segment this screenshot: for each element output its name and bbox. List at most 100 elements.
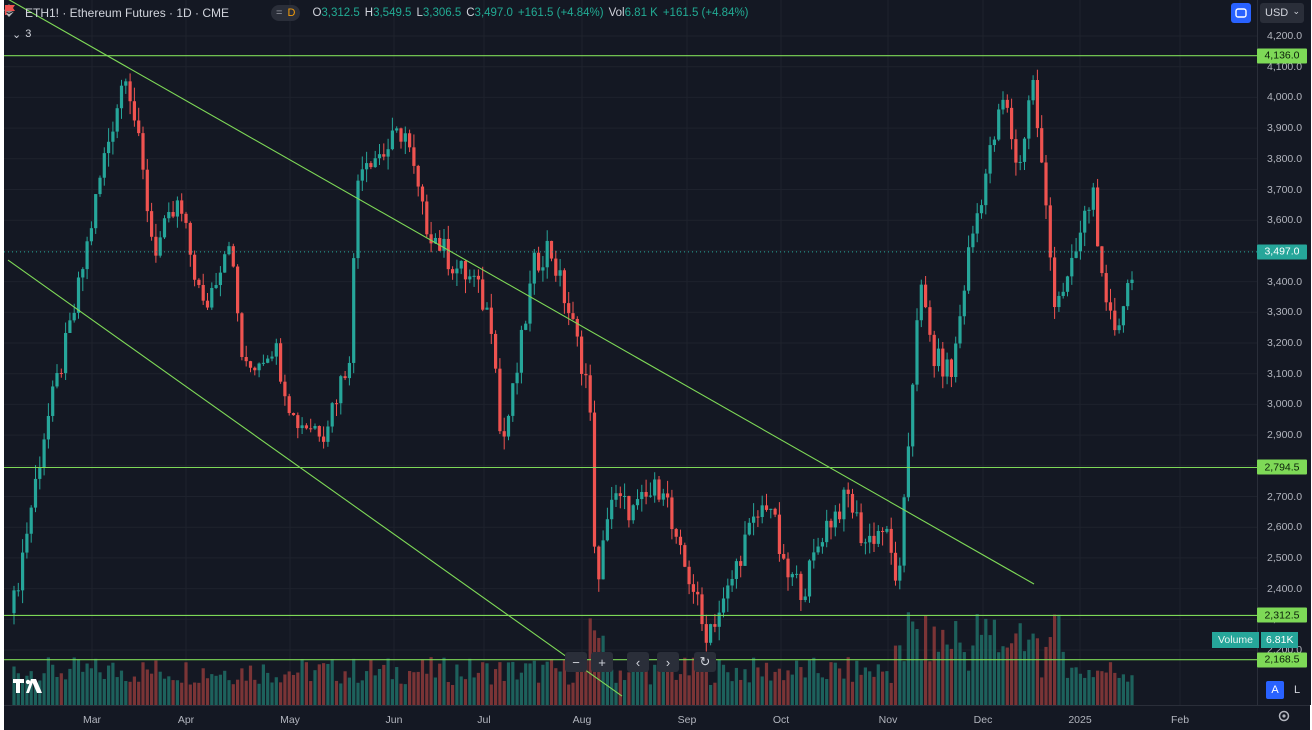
volume-bar [906,612,910,705]
candle-up [984,173,988,206]
auto-scale-button[interactable]: A [1266,681,1284,699]
price-chart[interactable] [4,0,1257,705]
candle-up [885,528,889,532]
candle-up [545,240,549,268]
data-status-pill[interactable]: = D [271,5,301,21]
volume-bar [51,664,55,705]
volume-bar [997,652,1001,705]
candle-down [949,359,953,377]
candle-up [790,574,794,578]
volume-bar [218,674,222,705]
volume-bar [132,676,136,705]
volume-bar [734,667,738,705]
volume-bar [360,680,364,705]
ohlc-value: 3,312.5 [321,7,360,19]
candle-up [55,373,59,387]
symbol-title[interactable]: ETH1! · Ethereum Futures · 1D · CME [25,6,230,20]
volume-bar [881,671,885,705]
sync-button[interactable] [1231,3,1251,23]
candle-up [274,343,278,357]
candle-down [859,512,863,544]
candle-down [476,275,480,280]
trend-line [8,0,1035,585]
candle-up [124,81,128,86]
tradingview-logo[interactable] [12,676,44,696]
volume-bar [365,671,369,705]
volume-bar [279,682,283,705]
price-axis[interactable] [1257,0,1311,705]
chart-plot-area[interactable] [4,0,1257,705]
price-level-label[interactable]: 3,497.0 [1257,244,1307,260]
time-axis[interactable]: Mar Apr May Jun Jul Aug Sep Oct Nov Dec 2025 Feb [4,705,1310,730]
volume-bar [240,668,244,705]
flag-icon[interactable] [5,5,249,19]
candle-up [975,213,979,234]
volume-bar [782,680,786,705]
candle-down [197,279,201,286]
candle-up [610,499,614,520]
candle-down [322,436,326,442]
volume-bar [764,662,769,705]
candle-down [145,169,149,212]
candle-up [528,283,532,324]
volume-bar [334,680,339,705]
price-level-label[interactable]: 2,312.5 [1257,607,1307,623]
price-tick-label: 4,000.0 [1267,91,1303,104]
volume-bar [180,682,184,705]
candle-down [1044,162,1048,206]
volume-bar [829,662,833,705]
candle-down [59,373,63,375]
indicators-toggle[interactable]: ⌄ 3 [12,26,31,42]
volume-bar [429,657,433,705]
candle-up [485,307,489,310]
candle-up [356,180,360,259]
candle-down [253,367,257,371]
scroll-left-button[interactable]: ‹ [627,652,649,672]
currency-select[interactable]: USD ⌄ [1260,3,1304,23]
volume-bar [347,677,351,705]
candle-up [524,323,528,330]
candle-down [132,101,136,121]
scroll-right-button[interactable]: › [657,652,679,672]
candle-down [1040,128,1044,163]
volume-bar [236,679,240,705]
gear-icon[interactable] [1277,709,1291,723]
volume-bar [85,663,89,705]
candle-up [330,403,334,427]
candle-down [924,284,928,308]
time-tick-label: Jul [477,714,491,726]
candle-up [373,158,377,168]
candle-up [210,287,214,308]
candle-up [51,386,55,416]
volume-bar [1126,681,1130,705]
volume-bar [893,645,898,705]
volume-bar [111,662,115,705]
volume-bar [760,676,764,705]
price-level-label[interactable]: 2,168.5 [1257,652,1307,668]
volume-bar [408,671,412,705]
candle-down [881,530,885,532]
price-level-label[interactable]: 4,136.0 [1257,48,1307,64]
candle-up [81,269,85,278]
volume-bar [571,682,575,705]
candle-down [713,624,717,627]
candle-up [730,578,734,586]
volume-bar [283,674,287,705]
volume-bar [1070,667,1074,705]
zoom-in-button[interactable]: + [591,652,613,672]
price-level-label[interactable]: 2,794.5 [1257,459,1307,475]
volume-bar [756,667,760,705]
candle-down [580,336,584,374]
volume-bar [967,670,971,705]
volume-bar [124,681,128,705]
volume-bar [700,665,704,705]
candle-up [511,383,515,416]
log-scale-button[interactable]: L [1293,684,1301,696]
volume-bar [549,658,554,705]
candle-up [648,495,652,497]
time-tick-label: Jun [385,714,403,726]
zoom-out-button[interactable]: − [565,652,587,672]
candle-up [721,598,726,613]
candle-down [691,584,695,592]
reset-chart-button[interactable]: ↻ [694,652,716,672]
